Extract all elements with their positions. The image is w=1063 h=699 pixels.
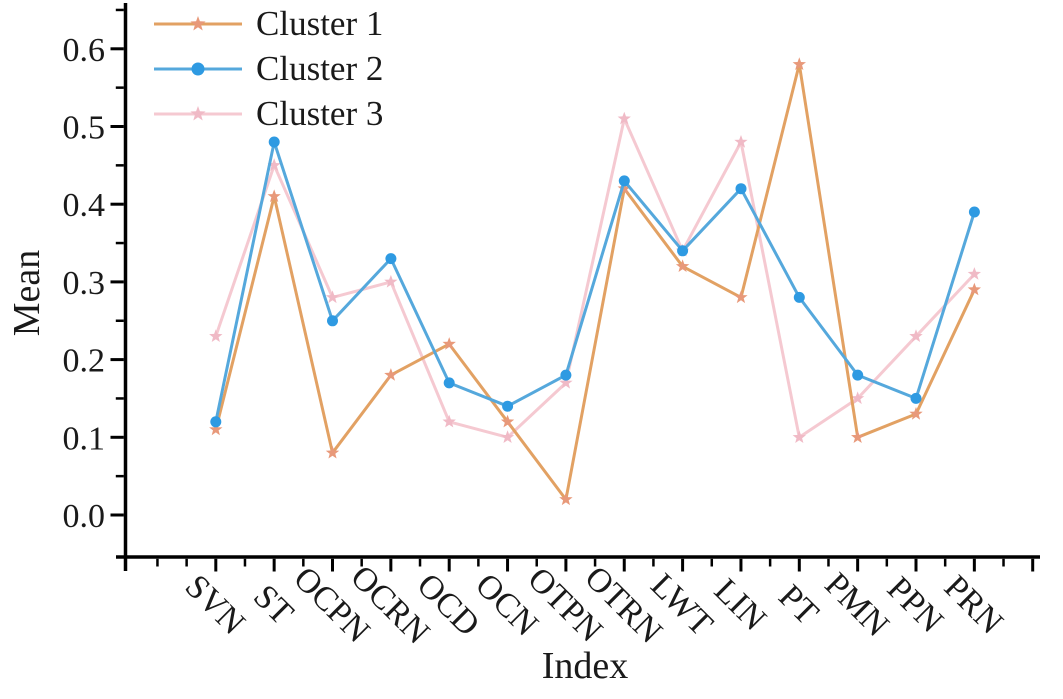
y-axis-title: Mean (6, 249, 48, 337)
data-point-cluster-1 (734, 290, 748, 304)
data-point-cluster-1 (384, 368, 398, 381)
data-point-cluster-3 (909, 329, 923, 342)
legend-label-cluster-1: Cluster 1 (256, 4, 384, 43)
data-point-cluster-3 (442, 414, 456, 428)
data-point-cluster-3 (734, 135, 748, 148)
y-tick-label: 0.3 (63, 265, 106, 302)
legend-item-cluster-2: Cluster 2 (152, 46, 383, 91)
data-point-cluster-2 (327, 315, 338, 327)
data-point-cluster-2 (502, 400, 514, 412)
data-point-cluster-1 (851, 430, 865, 443)
data-point-cluster-3 (500, 430, 515, 443)
x-tick-label: PMN (818, 566, 896, 644)
x-axis-title: Index (541, 645, 629, 687)
x-tick-label: PT (771, 578, 825, 632)
data-point-cluster-1 (909, 407, 923, 420)
series-line-cluster-2 (214, 140, 976, 424)
legend-swatch-cluster-2-icon (154, 62, 242, 75)
data-point-cluster-2 (735, 183, 747, 195)
data-point-cluster-1 (675, 259, 690, 272)
y-tick-label: 0.0 (63, 498, 106, 535)
legend-item-cluster-1: Cluster 1 (152, 1, 383, 46)
data-point-cluster-2 (560, 369, 572, 381)
y-tick-label: 0.5 (63, 110, 106, 147)
data-point-cluster-2 (968, 206, 980, 218)
data-point-cluster-1 (617, 181, 631, 195)
x-tick-label: PPN (880, 570, 950, 640)
data-point-cluster-1 (559, 492, 573, 506)
data-point-cluster-2 (793, 291, 805, 303)
data-point-cluster-2 (385, 253, 397, 265)
data-point-cluster-1 (967, 282, 981, 296)
data-point-cluster-1 (500, 414, 515, 428)
series-line-cluster-1 (214, 62, 976, 501)
legend-marker (190, 105, 206, 120)
data-point-cluster-3 (209, 329, 223, 342)
data-point-cluster-2 (677, 245, 689, 257)
y-tick-label: 0.6 (63, 32, 106, 69)
data-point-cluster-1 (325, 445, 340, 459)
series-line-cluster-3 (214, 117, 976, 439)
data-point-cluster-3 (267, 158, 281, 171)
legend-label-cluster-3: Cluster 3 (256, 94, 384, 133)
data-point-cluster-3 (325, 290, 340, 304)
data-point-cluster-1 (209, 422, 223, 436)
data-point-cluster-2 (210, 416, 222, 428)
data-point-cluster-1 (267, 189, 281, 203)
y-tick-label: 0.2 (63, 343, 106, 380)
data-point-cluster-3 (617, 111, 631, 125)
legend-swatch-cluster-3-icon (154, 105, 242, 120)
data-point-cluster-2 (618, 175, 630, 187)
legend-swatch-cluster-1-icon (154, 15, 242, 30)
x-tick-label: SVN (178, 568, 252, 642)
data-point-cluster-3 (967, 267, 981, 280)
data-point-cluster-2 (268, 136, 280, 148)
data-point-cluster-2 (443, 377, 455, 389)
legend-item-cluster-3: Cluster 3 (152, 91, 383, 136)
data-point-cluster-1 (442, 337, 456, 350)
x-tick-label: LIN (707, 572, 773, 638)
data-point-cluster-1 (792, 57, 806, 70)
x-tick-label: PRN (937, 569, 1010, 642)
data-point-cluster-2 (910, 392, 922, 404)
legend-marker (191, 62, 205, 75)
y-tick-label: 0.4 (63, 187, 106, 224)
legend-label-cluster-2: Cluster 2 (256, 49, 384, 88)
legend: Cluster 1 Cluster 2 Cluster 3 (152, 1, 383, 136)
legend-marker (190, 15, 206, 30)
data-point-cluster-3 (384, 274, 398, 288)
data-point-cluster-3 (559, 375, 573, 389)
y-tick-label: 0.1 (63, 420, 106, 457)
data-point-cluster-3 (792, 430, 806, 443)
data-point-cluster-2 (852, 369, 864, 381)
data-point-cluster-3 (851, 391, 865, 405)
